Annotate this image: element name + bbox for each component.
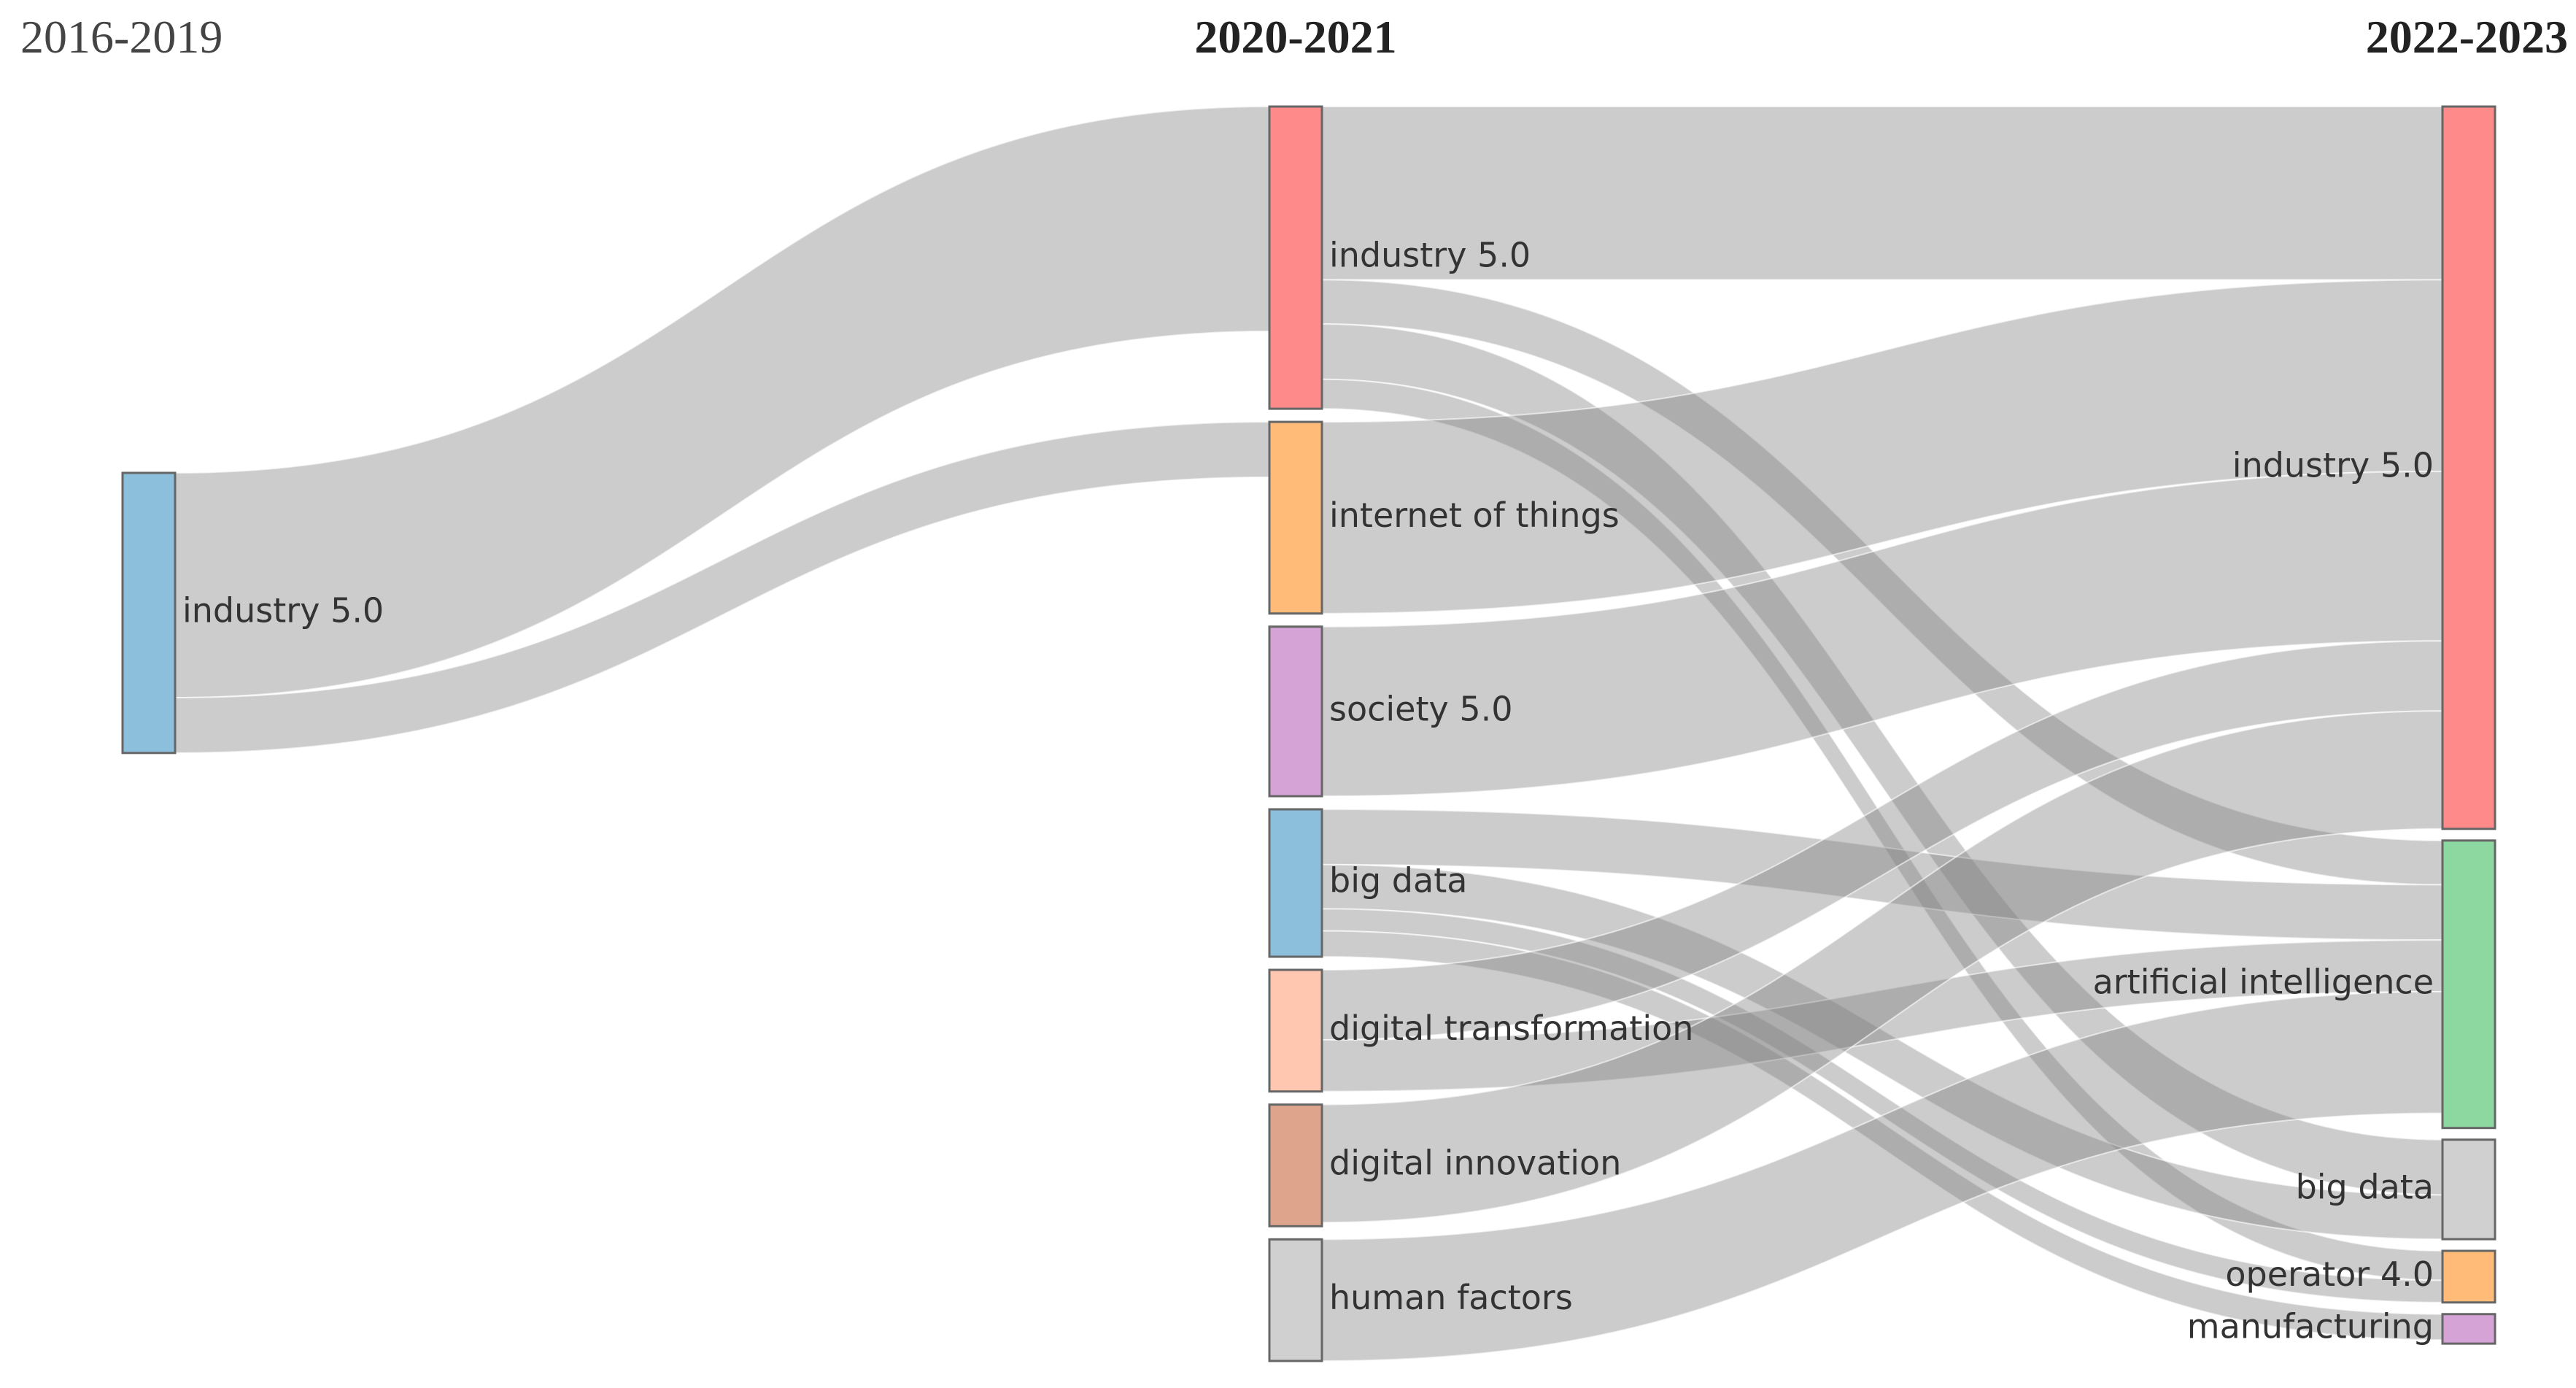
- node-b_hf: [1268, 1238, 1323, 1362]
- node-b_s5: [1268, 625, 1323, 798]
- node-label-b_dt: digital transformation: [1329, 1009, 1693, 1048]
- node-b_iot: [1268, 420, 1323, 615]
- column-header-2016-2019: 2016-2019: [20, 11, 223, 63]
- node-c_op: [2441, 1249, 2496, 1304]
- node-label-b_bd: big data: [1329, 861, 1467, 901]
- node-c_ai: [2441, 839, 2496, 1130]
- column-header-2020-2021: 2020-2021: [1194, 11, 1396, 63]
- links-layer: [174, 105, 2443, 1362]
- node-label-c_mf: manufacturing: [2187, 1306, 2434, 1346]
- nodes-layer: industry 5.0 industry 5.0 internet of thin…: [121, 105, 2496, 1362]
- node-c_i5: [2441, 105, 2496, 830]
- node-c_bd: [2441, 1138, 2496, 1241]
- node-label-b_i5: industry 5.0: [1329, 236, 1531, 275]
- node-b_di: [1268, 1103, 1323, 1227]
- node-label-b_di: digital innovation: [1329, 1143, 1621, 1182]
- node-a_i5: [121, 471, 177, 755]
- node-c_mf: [2441, 1313, 2496, 1345]
- node-label-a_i5: industry 5.0: [182, 590, 384, 630]
- node-label-b_iot: internet of things: [1329, 496, 1620, 535]
- node-b_bd: [1268, 808, 1323, 958]
- node-label-c_ai: artificial intelligence: [2093, 962, 2434, 1001]
- node-label-c_i5: industry 5.0: [2232, 445, 2434, 485]
- node-b_dt: [1268, 968, 1323, 1093]
- node-label-b_s5: society 5.0: [1329, 689, 1513, 728]
- node-label-b_hf: human factors: [1329, 1278, 1573, 1317]
- node-label-c_op: operator 4.0: [2225, 1254, 2434, 1294]
- column-headers: 2016-2019 2020-2021 2022-2023: [20, 11, 2568, 63]
- node-label-c_bd: big data: [2296, 1167, 2434, 1206]
- node-b_i5: [1268, 105, 1323, 410]
- column-header-2022-2023: 2022-2023: [2366, 11, 2568, 63]
